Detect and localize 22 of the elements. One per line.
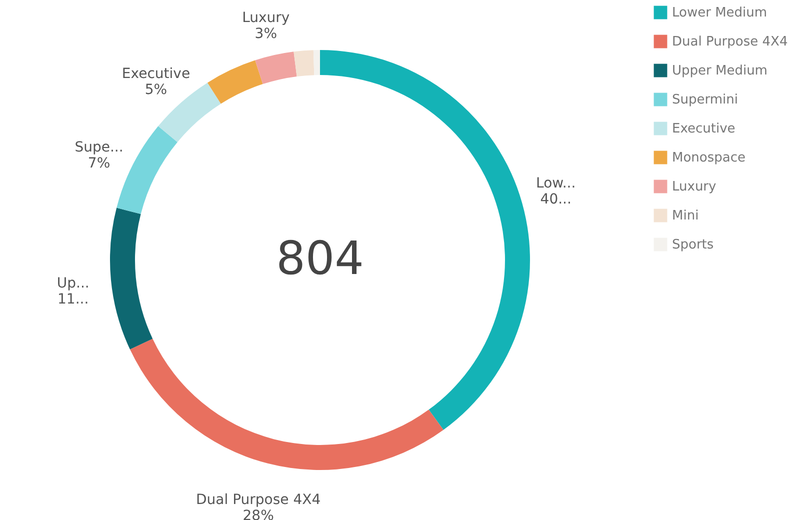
donut-slice [294, 50, 314, 76]
legend-label: Executive [672, 122, 736, 136]
donut-slice [110, 208, 153, 350]
legend-label: Sports [672, 238, 714, 252]
data-label: Supe... 7% [74, 139, 124, 172]
donut-slice [313, 50, 320, 76]
data-label: Executive 5% [122, 66, 190, 98]
legend-label: Mini [672, 208, 699, 224]
legend-label: Monospace [672, 150, 746, 166]
donut-slice [255, 52, 297, 84]
donut-slice [130, 338, 444, 470]
data-label: Up... 11... [56, 275, 90, 308]
donut-slice [207, 60, 263, 104]
data-label: Luxury 3% [242, 10, 290, 42]
legend-label: Upper Medium [672, 64, 768, 78]
data-label: Dual Purpose 4X4 28% [196, 492, 321, 520]
legend-label: Dual Purpose 4X4 [672, 34, 788, 50]
legend-label: Luxury [672, 180, 717, 194]
data-label: Low... 40... [536, 175, 576, 208]
text: 804 [276, 231, 364, 285]
legend-label: Lower Medium [672, 6, 768, 20]
legend-label: Supermini [672, 92, 738, 108]
